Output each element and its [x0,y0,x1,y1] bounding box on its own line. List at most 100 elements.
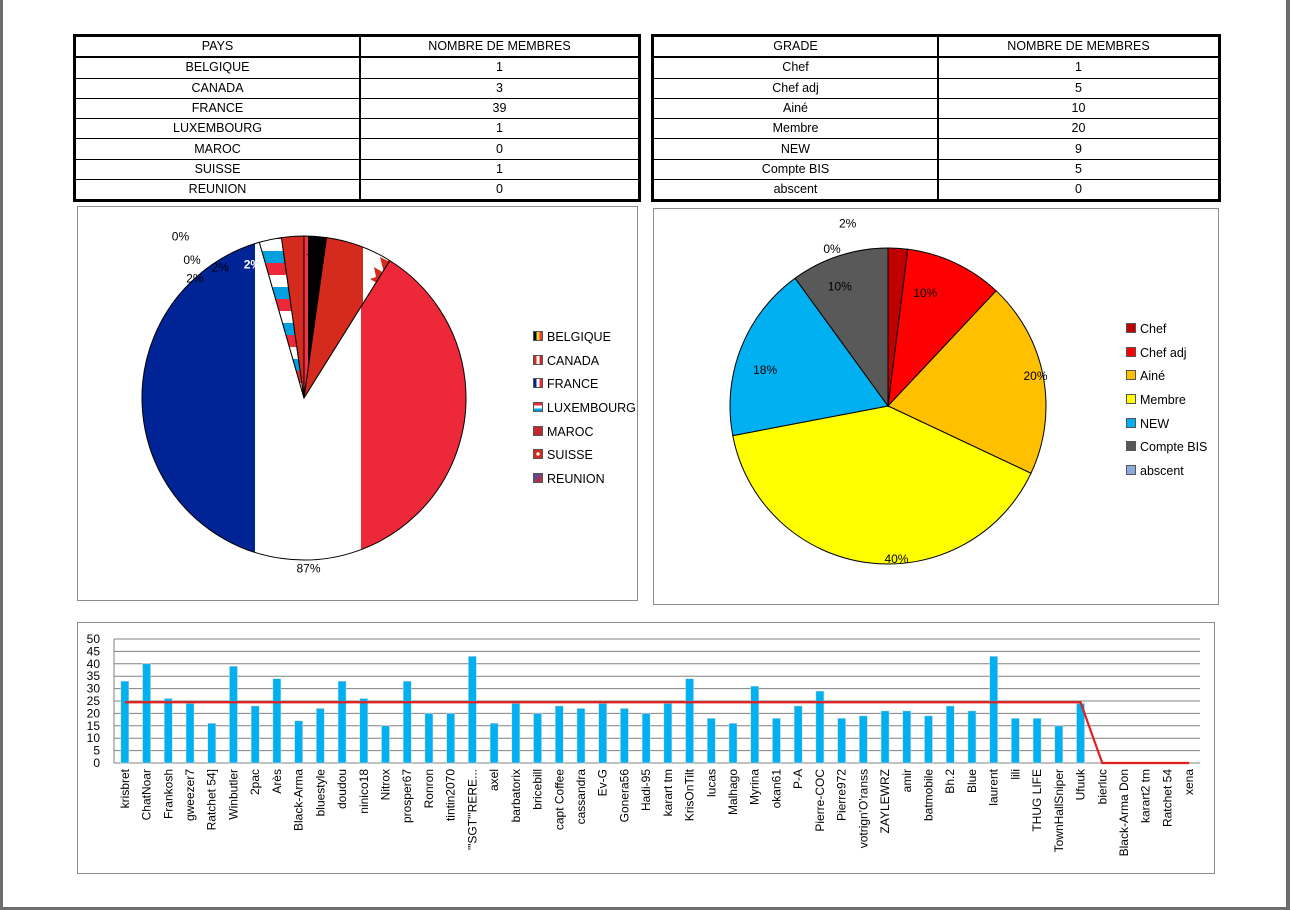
bar-xtick-label: ninico18 [357,769,371,814]
bar-xtick-label: votrign'O'ranss [856,769,870,848]
bar-xtick-label: Winbutler [226,769,240,820]
pays-pie-legend-swatch [533,402,543,413]
bar-thug-life [1032,718,1042,764]
pays-pie-data-label: 7% [306,251,324,265]
page-edge-right [1286,0,1290,910]
bar-gweezer7 [185,703,195,764]
grade-pie-legend-label: Compte BIS [1140,440,1208,455]
grade-pie-legend-swatch [1126,370,1136,381]
pays-table-header-cell: PAYS [74,35,361,59]
grade-pie-data-label: 10% [913,286,937,300]
pays-table-cell: MAROC [74,138,361,160]
bar-pierre972 [837,718,846,764]
grade-pie-legend-swatch [1126,417,1136,428]
bar-xtick-label: karart tm [661,769,675,816]
pays-pie-legend-item: BELGIQUE [533,327,636,351]
bar-lili [1011,718,1020,764]
bar-xtick-label: okan61 [769,769,783,809]
grade-table-row: Chef adj 5 [652,77,1220,99]
pays-pie-legend-item: REUNION [533,469,636,493]
bar-votrign-o-ranss [859,715,868,764]
grade-table: GRADE NOMBRE DE MEMBRES Chef 1 Chef adj 5 Ainé… [651,34,1221,203]
bar-xtick-label: capt Coffee [552,769,566,830]
bar-xtick-label: xena [1182,769,1196,795]
bar-xtick-label: Ronron [422,769,436,808]
bar-amir [902,710,912,764]
grade-table-header-cell: GRADE [652,35,939,59]
bar-xtick-label: Malhago [726,769,740,815]
grade-pie-slice-membre [732,405,1032,565]
pays-table-cell: 3 [359,77,640,99]
pays-table-cell: 1 [359,56,640,79]
bar-ar-s [272,678,282,764]
bar-batmobile [924,715,933,764]
bar-ratchet-54 [207,723,216,764]
grade-pie-legend-item: Chef adj [1126,343,1207,367]
bar-ytick-label: 30 [87,682,101,696]
pays-pie-chart-frame: 2% 7% 87% 2% 0% 2% 0% BELGIQUE CANADA FRANCE LUXE… [77,206,638,601]
pays-table-cell: LUXEMBOURG [74,118,361,140]
grade-table-cell: NEW [652,138,939,160]
bar-blue [967,710,977,764]
bar-xtick-label: Pierre-COC [813,769,827,832]
bar-bh-2 [945,705,955,764]
bar-townhallsniper [1054,725,1064,764]
grade-pie-legend-item: Membre [1126,390,1207,414]
bar-xtick-label: axel [487,769,501,791]
bar-xtick-label: ZAYLEWRZ [878,769,892,833]
grade-table-row: Membre 20 [652,118,1220,140]
grade-table-header-cell: NOMBRE DE MEMBRES [937,35,1220,59]
bar-xtick-label: Hadi-95 [639,769,653,811]
pays-pie-legend-swatch [533,425,543,436]
grade-table-cell: 9 [937,138,1220,160]
bar-xtick-label: tintin2070 [444,769,458,821]
bar-xtick-label: Pierre972 [835,769,849,821]
grade-table-header-row: GRADE NOMBRE DE MEMBRES [652,35,1220,59]
bar-pierre-coc [815,690,825,764]
bar-xtick-label: prosper67 [400,769,414,823]
bar-xtick-label: krisbret [118,768,132,808]
grade-pie-legend-label: Membre [1140,393,1186,408]
bar-karart-tm [663,703,673,764]
bar-winbutler [229,666,238,764]
grade-table-cell: 20 [937,118,1220,140]
bar-xtick-label: TownHallSniper [1052,769,1066,852]
page-edge-bottom [0,907,1290,910]
bar-xtick-label: gweezer7 [183,769,197,821]
bar-capt-coffee [555,705,564,764]
pays-table-row: LUXEMBOURG 1 [74,118,640,140]
pays-table-cell: 1 [359,118,640,140]
pays-pie-data-label: 2% [186,271,204,285]
bar-xtick-label: laurent [987,768,1001,805]
pays-table-cell: 39 [359,97,640,120]
bar-xtick-label: Bh.2 [943,769,957,794]
bar-zaylewrz [880,710,890,764]
grade-pie-data-label: 18% [753,363,777,377]
grade-table-cell: 5 [937,77,1220,99]
bar-ytick-label: 15 [87,719,101,733]
grade-pie-legend-item: NEW [1126,414,1207,438]
bar-xtick-label: bricebill [531,769,545,810]
bar-xtick-label: P-A [791,769,805,789]
grade-pie-slice-ain [887,290,1047,474]
bar-ronron [424,713,434,764]
grade-table-cell: Membre [652,118,939,140]
pays-pie-legend-item: SUISSE [533,445,636,469]
pays-table-cell: SUISSE [74,158,361,181]
bar-xtick-label: Arès [270,769,284,794]
grade-pie-slice-new [729,277,889,437]
bar-tintin2070 [446,713,455,764]
pays-pie-legend-label: SUISSE [547,448,593,463]
bar-myrina [750,685,759,764]
grade-table-row: Ainé 10 [652,97,1220,120]
bar-xtick-label: Ratchet 54] [205,769,219,830]
bar-ytick-label: 20 [87,706,101,720]
grade-pie-legend: Chef Chef adj Ainé Membre NEW Compte BIS absce… [1126,319,1207,485]
pays-pie-legend-item: LUXEMBOURG [533,398,636,422]
grade-pie-legend-label: NEW [1140,416,1170,431]
pays-table-cell: 0 [359,179,640,202]
grade-pie-legend-item: Compte BIS [1126,437,1207,461]
bar-prosper67 [402,680,412,764]
pays-table-cell: CANADA [74,77,361,99]
bar-ytick-label: 45 [87,644,101,658]
